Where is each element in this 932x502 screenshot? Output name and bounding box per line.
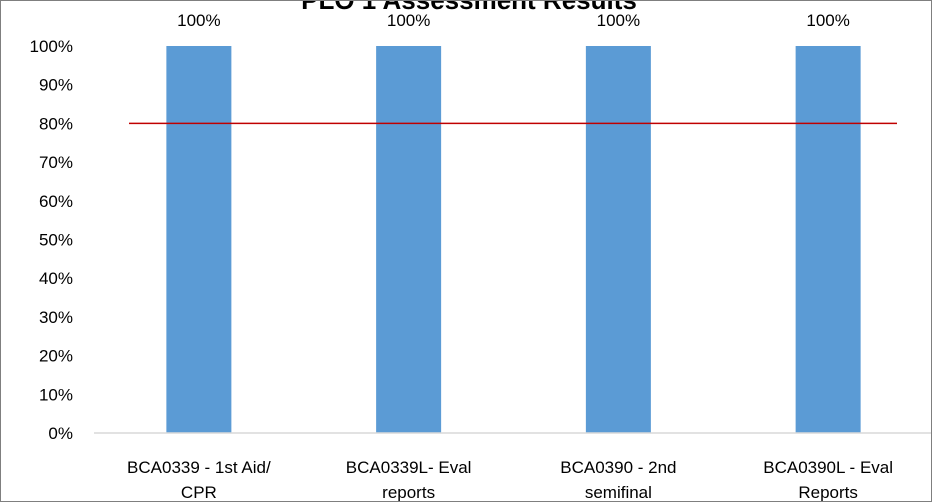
x-axis: BCA0339 - 1st Aid/CPR BCA0339L- Eval repor… <box>94 432 931 501</box>
y-tick-label: 80% <box>39 114 73 133</box>
category-label: BCA0390L - Eval Reports <box>763 458 893 501</box>
y-tick-label: 100% <box>30 37 73 56</box>
bars <box>166 46 861 433</box>
data-label: 100% <box>177 11 220 30</box>
category-label: BCA0339 - 1st Aid/CPR <box>127 458 271 501</box>
y-tick-label: 0% <box>48 424 73 443</box>
y-tick-label: 10% <box>39 385 73 404</box>
y-tick-label: 50% <box>39 231 73 250</box>
chart-title: PLO 1 Assessment Results <box>301 1 637 15</box>
y-tick-label: 20% <box>39 347 73 366</box>
data-label: 100% <box>387 11 430 30</box>
category-label: BCA0339L- Eval reports <box>346 458 472 501</box>
data-label: 100% <box>806 11 849 30</box>
category-label: BCA0390 - 2nd semifinal <box>560 458 676 501</box>
bar <box>376 46 442 433</box>
y-tick-label: 40% <box>39 269 73 288</box>
data-label: 100% <box>597 11 640 30</box>
bar <box>166 46 232 433</box>
bar <box>795 46 861 433</box>
bar <box>585 46 651 433</box>
y-tick-label: 90% <box>39 76 73 95</box>
y-tick-label: 30% <box>39 308 73 327</box>
data-labels: 100% 100% 100% 100% <box>177 11 850 30</box>
y-tick-label: 60% <box>39 192 73 211</box>
y-tick-label: 70% <box>39 153 73 172</box>
y-axis: 0% 10% 20% 30% 40% 50% 60% 70% 80% 90% 100% <box>30 37 73 443</box>
